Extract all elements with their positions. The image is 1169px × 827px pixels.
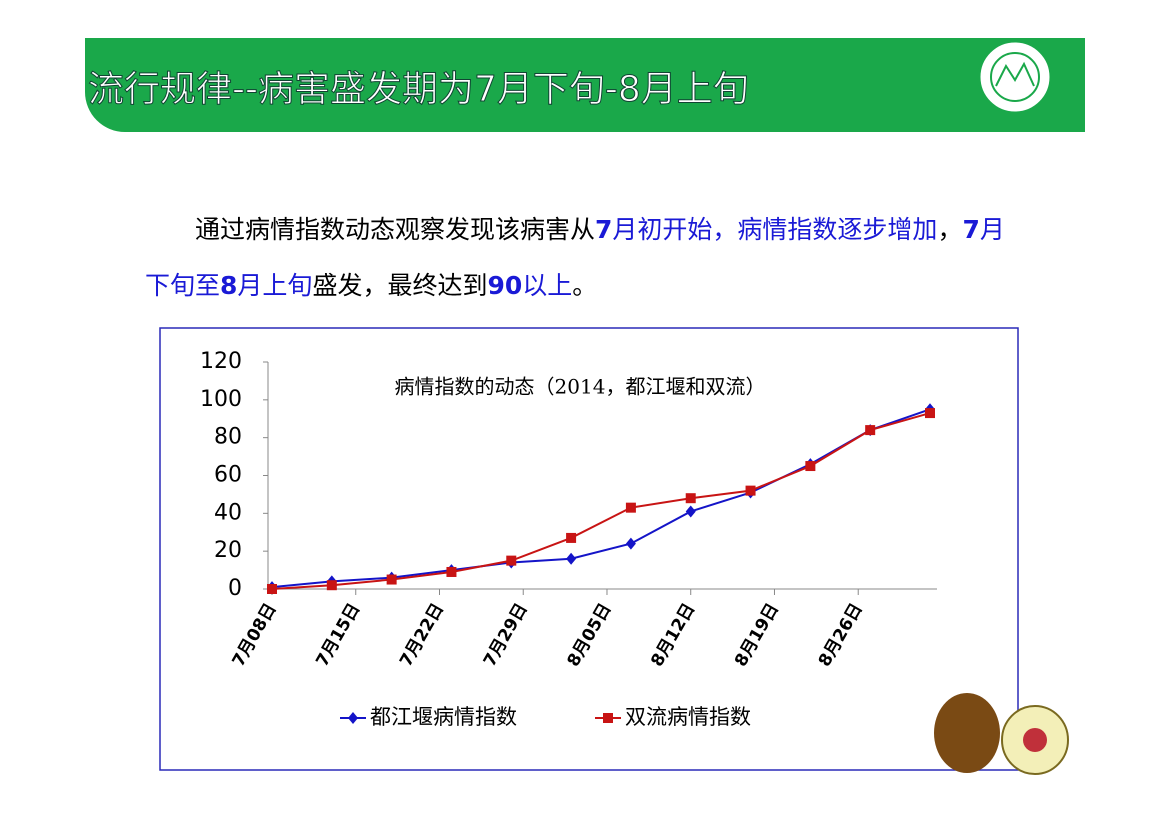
- slide-title: 流行规律--病害盛发期为7月下旬-8月上旬: [88, 69, 750, 111]
- text-run: 以上: [522, 271, 573, 300]
- logo: [977, 39, 1053, 115]
- text-run: 月初开始，病情指数逐步增加: [612, 215, 938, 244]
- text-run: 7: [962, 215, 980, 244]
- marker: [745, 485, 756, 496]
- y-tick-label: 0: [228, 576, 242, 601]
- marker: [386, 574, 397, 585]
- text-run: 7: [595, 215, 613, 244]
- legend-marker: [603, 713, 613, 723]
- marker: [865, 425, 876, 436]
- y-tick-label: 20: [214, 538, 242, 563]
- header-bar: [85, 38, 1085, 132]
- y-tick-label: 80: [214, 425, 242, 450]
- kiwi: [934, 693, 1069, 775]
- marker: [446, 566, 457, 577]
- marker: [566, 532, 577, 543]
- text-run: 8: [220, 271, 238, 300]
- marker: [326, 580, 337, 591]
- chart-title: 病情指数的动态（2014，都江堰和双流）: [395, 375, 766, 399]
- chart-frame: [159, 327, 1019, 771]
- y-tick-label: 120: [200, 349, 242, 374]
- marker: [625, 537, 636, 550]
- y-tick-label: 60: [214, 463, 242, 488]
- marker: [805, 461, 816, 472]
- marker: [685, 505, 696, 518]
- legend-label: 双流病情指数: [625, 705, 751, 729]
- marker: [925, 408, 935, 419]
- marker: [566, 552, 577, 565]
- text-run: 盛发，最终达到: [312, 271, 488, 300]
- paragraph: 通过病情指数动态观察发现该病害从7月初开始，病情指数逐步增加，7月下旬至8月上旬…: [145, 202, 1025, 314]
- text-run: 月上旬: [237, 271, 313, 300]
- text-run: 90: [487, 271, 523, 300]
- series-line: [271, 408, 931, 589]
- marker: [625, 502, 636, 513]
- y-tick-label: 40: [214, 500, 242, 525]
- legend-marker: [348, 712, 358, 724]
- marker: [506, 555, 517, 566]
- marker: [685, 493, 696, 504]
- text-run: ，: [937, 215, 963, 244]
- text-run: 。: [572, 271, 598, 300]
- text-run: 月下旬至: [145, 215, 1005, 300]
- text-run: 通过病情指数动态观察发现该病害从: [195, 215, 596, 244]
- series-line: [271, 412, 931, 590]
- y-tick-label: 100: [200, 387, 242, 412]
- legend-label: 都江堰病情指数: [370, 705, 517, 729]
- marker: [267, 584, 277, 594]
